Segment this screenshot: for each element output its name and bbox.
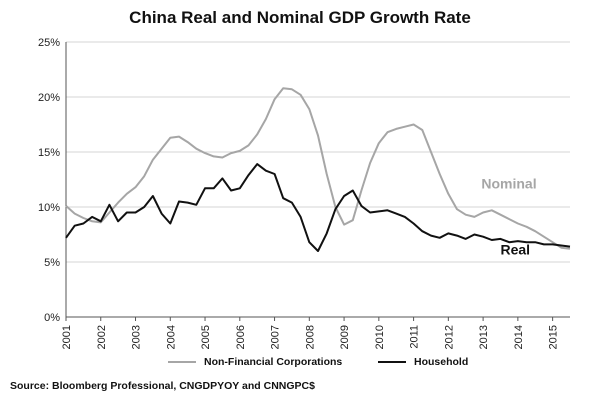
x-tick-label: 2004 <box>165 325 177 349</box>
legend-item-household: Household <box>378 356 468 368</box>
series-label-nominal: Nominal <box>481 175 536 191</box>
legend-item-non-financial: Non-Financial Corporations <box>168 356 342 368</box>
x-tick-label: 2008 <box>304 325 316 349</box>
legend-label: Household <box>414 356 469 368</box>
x-tick-label: 2006 <box>235 325 247 349</box>
x-tick-label: 2001 <box>61 325 73 349</box>
x-tick-label: 2007 <box>270 325 282 349</box>
series-line-nominal <box>65 87 571 250</box>
y-tick-label: 10% <box>38 202 60 214</box>
y-tick-labels: 0% 5% 10% 15% 20% 25% <box>38 37 60 324</box>
x-tick-label: 2015 <box>548 325 560 349</box>
series-lines <box>65 87 571 252</box>
x-tick-labels: 2001 2002 2003 2004 2005 2006 2007 2008 2009 2010… <box>61 325 560 349</box>
y-tick-label: 25% <box>38 37 60 49</box>
legend: Non-Financial Corporations Household <box>0 356 600 374</box>
y-tick-label: 0% <box>44 312 60 324</box>
x-tick-label: 2010 <box>374 325 386 349</box>
legend-swatch-black <box>378 361 406 363</box>
x-tick-label: 2012 <box>443 325 455 349</box>
series-label-real: Real <box>500 241 530 257</box>
legend-label: Non-Financial Corporations <box>204 356 343 368</box>
x-tick-label: 2011 <box>409 325 421 349</box>
source-note: Source: Bloomberg Professional, CNGDPYOY… <box>10 380 315 392</box>
x-tick-label: 2002 <box>96 325 108 349</box>
x-tick-label: 2014 <box>513 325 525 349</box>
y-tick-label: 15% <box>38 147 60 159</box>
legend-swatch-gray <box>168 361 196 363</box>
series-labels: Nominal Real <box>481 175 536 257</box>
x-tick-label: 2013 <box>478 325 490 349</box>
axes <box>65 42 570 321</box>
x-tick-label: 2009 <box>339 325 351 349</box>
y-tick-label: 5% <box>44 257 60 269</box>
gridlines <box>66 41 570 263</box>
chart-title: China Real and Nominal GDP Growth Rate <box>129 8 471 27</box>
y-tick-label: 20% <box>38 92 60 104</box>
series-line-real <box>65 163 571 252</box>
x-tick-label: 2005 <box>200 325 212 349</box>
x-tick-label: 2003 <box>131 325 143 349</box>
